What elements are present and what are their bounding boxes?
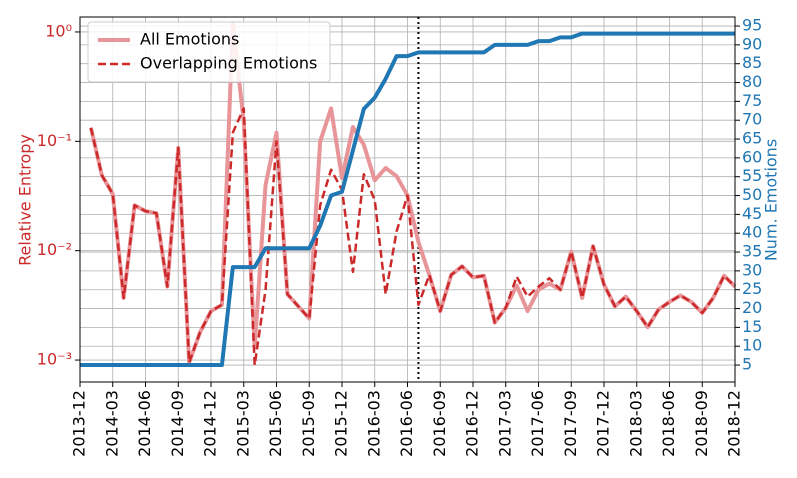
x-tick-label: 2014-09 [168,390,187,457]
x-tick-label: 2015-09 [299,390,318,457]
y2-tick-label: 75 [742,91,762,110]
legend-label: Overlapping Emotions [140,54,317,73]
y2-tick-label: 40 [742,223,762,242]
x-tick-label: 2017-12 [594,390,613,457]
x-tick-label: 2016-03 [364,390,383,457]
y2-tick-label: 55 [742,166,762,185]
x-tick-label: 2014-03 [102,390,121,457]
y-tick-label: 10⁰ [45,21,72,40]
x-tick-label: 2015-03 [233,390,252,457]
y-axis-label: Relative Entropy [16,134,35,266]
y2-axis-label: Num. Emotions [762,139,781,261]
y2-tick-label: 25 [742,279,762,298]
y2-tick-label: 30 [742,260,762,279]
y2-tick-label: 50 [742,185,762,204]
y2-tick-label: 35 [742,242,762,261]
data-line [80,31,735,368]
x-tick-label: 2014-12 [201,390,220,457]
x-tick-label: 2018-06 [659,390,678,457]
x-tick-label: 2017-03 [495,390,514,457]
x-tick-label: 2018-09 [692,390,711,457]
y2-tick-label: 15 [742,317,762,336]
x-tick-label: 2016-06 [397,390,416,457]
data-line [89,107,736,367]
x-tick-label: 2018-03 [626,390,645,457]
y2-tick-label: 95 [742,16,762,35]
y2-tick-label: 65 [742,129,762,148]
y2-tick-label: 20 [742,298,762,317]
y-tick-label: 10⁻³ [37,350,72,369]
plot-frame [79,16,736,383]
x-tick-label: 2016-09 [430,390,449,457]
x-tick-label: 2015-06 [266,390,285,457]
legend-box [87,21,331,83]
x-tick-label: 2018-12 [725,390,744,457]
y2-tick-label: 60 [742,147,762,166]
y2-tick-label: 85 [742,53,762,72]
x-tick-label: 2014-06 [135,390,154,457]
y2-tick-label: 45 [742,204,762,223]
x-tick-label: 2017-09 [561,390,580,457]
x-tick-label: 2013-12 [70,390,89,457]
x-tick-label: 2015-12 [332,390,351,457]
legend-label: All Emotions [140,30,239,49]
y-tick-label: 10⁻¹ [37,131,72,150]
y2-tick-label: 80 [742,72,762,91]
y2-tick-label: 90 [742,34,762,53]
y2-tick-label: 10 [742,336,762,355]
y-tick-label: 10⁻² [37,240,72,259]
x-tick-label: 2016-12 [463,390,482,457]
y2-tick-label: 70 [742,110,762,129]
y2-tick-label: 5 [742,355,752,374]
x-tick-label: 2017-06 [528,390,547,457]
